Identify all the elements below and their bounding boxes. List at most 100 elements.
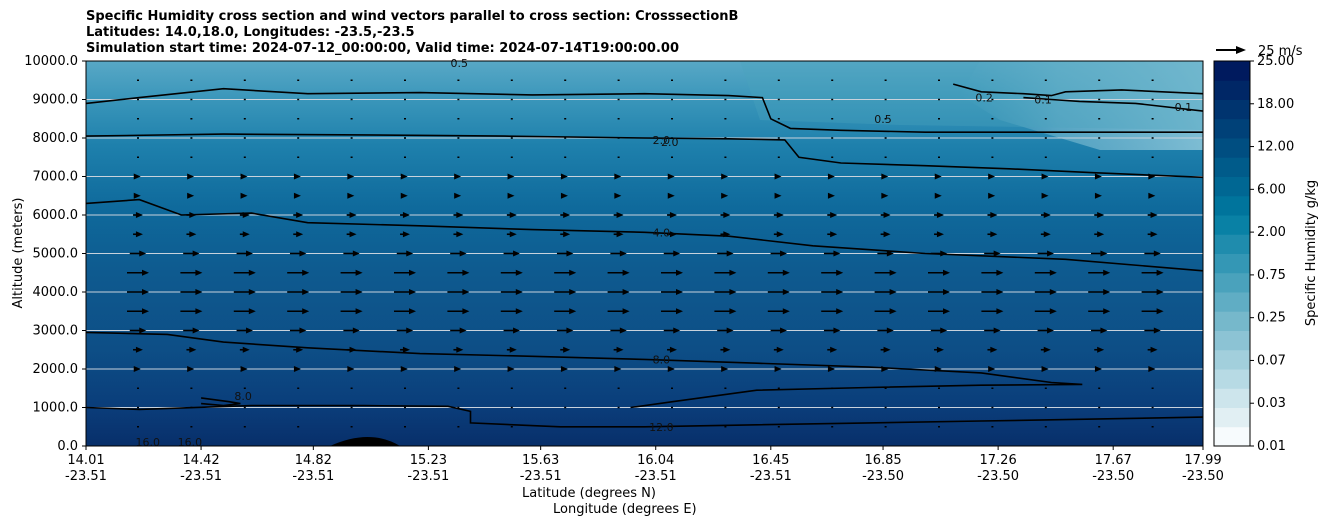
- wind-vector-202: [239, 231, 250, 238]
- wind-vector-head: [349, 212, 357, 218]
- wind-vector-119: [1144, 327, 1161, 334]
- wind-vector-head: [240, 192, 248, 199]
- wind-vector-head: [569, 269, 577, 276]
- wind-vector-head: [776, 231, 784, 238]
- wind-vector-100: [129, 327, 147, 334]
- wind-vector-240: [133, 192, 141, 199]
- contour-label-5: 8.0: [234, 390, 252, 403]
- wind-vector-69: [614, 366, 622, 372]
- wind-vector-76: [988, 366, 996, 372]
- x-tick-label-lat-10: 17.99: [1184, 453, 1221, 468]
- wind-vector-head: [515, 269, 523, 276]
- x-tick-label-lon-3: -23.51: [407, 469, 449, 484]
- wind-vector-head: [883, 212, 891, 218]
- x-tick-label-lon-10: -23.50: [1182, 469, 1224, 484]
- wind-vector-220: [133, 212, 143, 218]
- wind-vector-head: [507, 192, 515, 199]
- wind-vector-271: [721, 173, 729, 180]
- wind-vector-197: [1037, 250, 1055, 257]
- colorbar-tick-label-7: 12.00: [1257, 140, 1294, 155]
- wind-vector-233: [827, 212, 838, 218]
- contour-label-0: 2.0: [653, 134, 671, 147]
- wind-vector-head: [988, 192, 996, 199]
- wind-vector-head: [296, 346, 304, 353]
- wind-vector-250: [667, 192, 675, 199]
- contour-label-12: 0.1: [1175, 101, 1193, 114]
- wind-vector-173: [821, 269, 844, 276]
- wind-vector-212: [773, 231, 784, 238]
- wind-vector-127: [500, 308, 523, 315]
- wind-vector-193: [823, 250, 841, 257]
- wind-vector-head: [400, 173, 408, 180]
- colorbar-tick-label-4: 0.75: [1257, 268, 1286, 283]
- wind-vector-154: [874, 289, 897, 295]
- wind-vector-head: [782, 289, 790, 295]
- contour-label-3: 8.0: [653, 353, 671, 366]
- wind-vector-head: [622, 289, 630, 295]
- wind-vector-199: [1144, 250, 1161, 257]
- wind-vector-228: [560, 212, 571, 218]
- wind-vector-153: [821, 289, 844, 295]
- wind-vector-116: [984, 327, 1001, 334]
- wind-reference-label: 25 m/s: [1258, 44, 1303, 59]
- wind-vector-head: [293, 366, 301, 372]
- wind-vector-89: [613, 346, 624, 353]
- contour-label-7: 16.0: [178, 436, 203, 449]
- wind-vector-234: [880, 212, 891, 218]
- wind-vector-191: [717, 250, 734, 257]
- wind-vector-231: [720, 212, 731, 218]
- wind-vector-head: [195, 308, 203, 315]
- wind-vector-206: [453, 231, 464, 238]
- wind-vector-178: [1088, 269, 1111, 276]
- colorbar-band-16: [1214, 118, 1250, 139]
- wind-vector-head: [616, 231, 624, 238]
- wind-vector-143: [287, 289, 310, 295]
- colorbar-band-4: [1214, 349, 1250, 370]
- wind-vector-144: [340, 289, 363, 295]
- wind-vector-head: [1097, 212, 1105, 218]
- wind-vector-86: [453, 346, 464, 353]
- colorbar-band-18: [1214, 80, 1250, 100]
- wind-vector-187: [503, 250, 521, 257]
- wind-vector-156: [981, 289, 1004, 295]
- wind-vector-229: [613, 212, 624, 218]
- wind-vector-253: [827, 192, 835, 199]
- wind-vector-217: [1040, 231, 1051, 238]
- wind-vector-head: [830, 212, 838, 218]
- wind-vector-head: [355, 289, 363, 295]
- wind-vector-head: [676, 308, 683, 315]
- colorbar-tick-label-9: 25.00: [1257, 54, 1294, 69]
- wind-vector-head: [352, 327, 360, 334]
- contour-4-0-2: [86, 198, 1203, 272]
- wind-vector-72: [774, 366, 782, 372]
- y-tick-label-10: 10000.0: [24, 54, 78, 69]
- wind-vector-124: [340, 308, 363, 315]
- wind-vector-head: [509, 231, 517, 238]
- wind-vector-head: [195, 289, 203, 295]
- wind-vector-head: [774, 192, 782, 199]
- wind-vector-head: [616, 212, 624, 218]
- colorbar-band-8: [1214, 272, 1250, 293]
- wind-vector-head: [240, 173, 248, 180]
- wind-vector-head: [133, 173, 141, 180]
- wind-vector-head: [676, 289, 683, 295]
- wind-vector-head: [515, 289, 523, 295]
- colorbar-tick-label-0: 0.01: [1257, 439, 1286, 454]
- wind-vector-97: [1040, 346, 1051, 353]
- wind-vector-236: [987, 212, 998, 218]
- wind-vector-137: [1034, 308, 1057, 315]
- wind-vector-head: [996, 289, 1004, 295]
- wind-vector-head: [355, 269, 363, 276]
- wind-vector-259: [1148, 192, 1156, 199]
- wind-vector-132: [767, 308, 790, 315]
- colorbar-tick-label-6: 6.00: [1257, 182, 1286, 197]
- x-tick-label-lon-1: -23.51: [180, 469, 222, 484]
- wind-vector-head: [614, 192, 622, 199]
- wind-vector-head: [456, 231, 464, 238]
- wind-vector-104: [343, 327, 360, 334]
- wind-vector-head: [1156, 289, 1164, 295]
- wind-vector-head: [990, 231, 998, 238]
- wind-vector-head: [726, 327, 734, 334]
- wind-vector-head: [248, 289, 256, 295]
